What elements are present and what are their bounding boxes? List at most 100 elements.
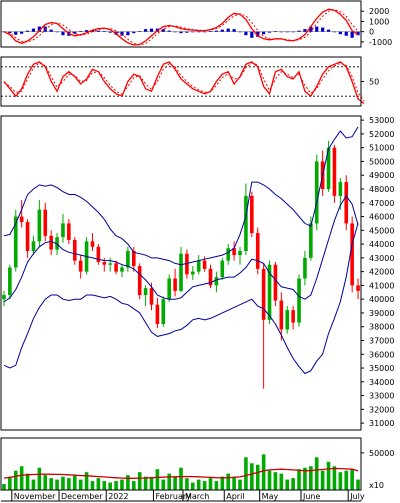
macd-histogram-bar (244, 31, 248, 36)
0-tick-label: 2000 (369, 7, 389, 16)
2-tick-label: 43000 (369, 254, 394, 263)
bollinger-middle-band (3, 194, 359, 303)
volume-bar (297, 469, 301, 490)
macd-histogram-bar (149, 28, 154, 32)
volume-bar (255, 464, 260, 490)
macd-histogram-bar (356, 31, 360, 36)
candle-body (196, 260, 201, 272)
volume-bar (179, 467, 183, 490)
candle-body (291, 310, 295, 323)
2-tick-label: 49000 (369, 171, 394, 180)
2-tick-label: 44000 (369, 240, 394, 249)
2-tick-label: 42000 (369, 268, 394, 277)
volume-bar (214, 481, 219, 490)
candle-body (49, 235, 53, 250)
macd-line (3, 8, 359, 46)
macd-histogram-bar (96, 30, 100, 32)
macd-histogram-bar (191, 31, 195, 33)
month-label: July (349, 492, 365, 501)
volume-bar (120, 479, 124, 490)
macd-histogram-bar (297, 30, 301, 32)
candle-body (244, 195, 248, 251)
macd-histogram-bar (138, 31, 142, 32)
macd-histogram-bar (326, 29, 331, 32)
macd-histogram-bar (143, 29, 148, 32)
volume-bar (126, 475, 130, 490)
bollinger-upper-band (3, 126, 359, 266)
price-panel-frame (0, 115, 362, 431)
candle-body (279, 300, 284, 330)
macd-histogram-bar (262, 31, 266, 35)
2-tick-label: 53000 (369, 116, 394, 125)
volume-bar (338, 472, 343, 490)
volume-bar (8, 476, 12, 490)
macd-histogram-bar (179, 31, 183, 34)
macd-histogram-bar (226, 28, 230, 32)
macd-histogram-bar (108, 31, 112, 33)
volume-bar (131, 481, 136, 490)
candle-body (120, 267, 124, 272)
macd-histogram-bar (90, 30, 95, 32)
candle-body (37, 209, 42, 242)
2-tick-label: 39000 (369, 309, 394, 318)
candle-body (314, 161, 319, 224)
volume-moving-average (3, 467, 359, 479)
2-tick-label: 37000 (369, 336, 394, 345)
volume-bar (320, 470, 325, 490)
candle-body (261, 268, 266, 320)
candle-body (131, 250, 136, 267)
macd-histogram-bar (250, 31, 254, 38)
candle-body (78, 260, 83, 272)
candle-body (114, 263, 118, 272)
volume-bar (43, 475, 48, 490)
candle-body (326, 147, 331, 189)
volume-bar (31, 479, 36, 490)
month-label: June (302, 492, 321, 501)
candle-body (214, 277, 219, 286)
volume-bar (137, 472, 142, 490)
volume-bar (273, 472, 278, 490)
macd-histogram-bar (220, 29, 224, 32)
2-tick-label: 40000 (369, 295, 394, 304)
candle-body (267, 264, 272, 320)
month-label: March (185, 492, 209, 501)
candle-body (25, 222, 30, 251)
2-tick-label: 35000 (369, 364, 394, 373)
candle-body (90, 241, 95, 247)
candle-body (179, 253, 183, 291)
volume-bar (37, 467, 42, 490)
candle-body (31, 241, 36, 251)
macd-histogram-bar (197, 31, 201, 33)
volume-bar (279, 473, 284, 490)
volume-panel-frame (0, 437, 362, 491)
2-tick-label: 38000 (369, 323, 394, 332)
candle-body (309, 223, 313, 258)
candle-body (61, 223, 65, 238)
volume-bar (291, 478, 295, 490)
macd-histogram-bar (338, 31, 342, 35)
macd-histogram-bar (238, 31, 242, 33)
stochastic-panel-frame (0, 56, 362, 107)
0-tick-label: 0 (369, 28, 374, 37)
macd-histogram-bar (315, 26, 319, 32)
bollinger-lower-band (3, 223, 359, 375)
2-tick-label: 47000 (369, 199, 394, 208)
candle-body (8, 267, 12, 296)
candle-body (43, 209, 48, 236)
candle-body (202, 260, 207, 269)
candle-body (338, 182, 343, 196)
candle-body (161, 299, 166, 324)
volume-bar (250, 463, 254, 490)
macd-histogram-bar (273, 31, 278, 32)
volume-bar (350, 469, 354, 490)
macd-histogram-bar (285, 31, 289, 33)
volume-bar (285, 479, 290, 490)
volume-bar (244, 457, 248, 490)
macd-histogram-bar (84, 30, 89, 32)
volume-bar (332, 466, 337, 490)
2-tick-label: 34000 (369, 378, 394, 387)
volume-bar (2, 484, 6, 490)
month-label: May (262, 492, 279, 501)
2-tick-label: 33000 (369, 392, 394, 401)
volume-bar (90, 481, 95, 490)
